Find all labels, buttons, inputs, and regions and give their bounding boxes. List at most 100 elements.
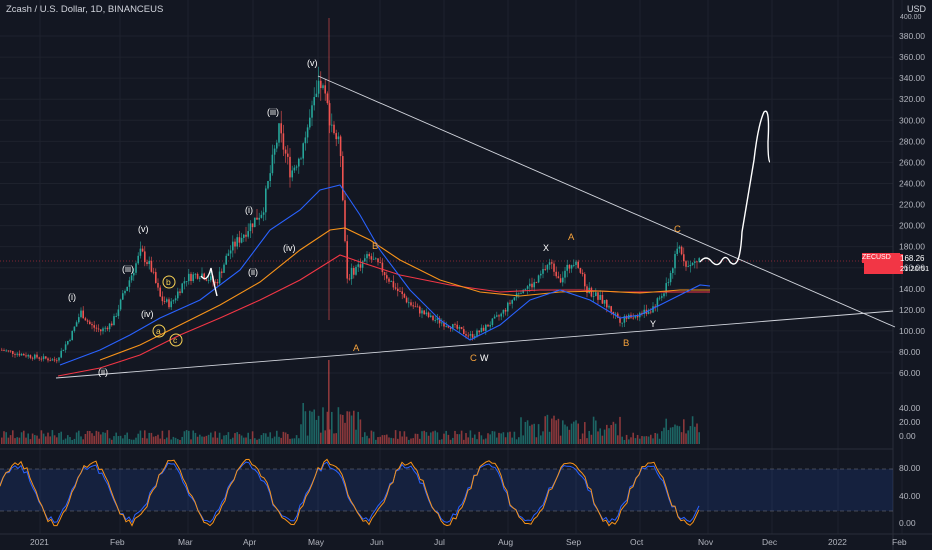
- upper-trendline: [317, 75, 896, 328]
- volume-bar: [632, 432, 634, 444]
- volume-bar: [133, 439, 135, 444]
- candle-body: [597, 292, 599, 300]
- volume-bar: [3, 431, 5, 444]
- volume-bar: [177, 439, 179, 444]
- candle-body: [172, 300, 175, 302]
- volume-bar: [282, 431, 285, 444]
- candle-body: [223, 264, 225, 273]
- current-price-tag[interactable]: ZECUSD 168.26 21:20:51: [862, 253, 929, 274]
- volume-bar: [364, 432, 366, 444]
- candle-body: [113, 316, 115, 326]
- candle-body: [502, 309, 505, 314]
- volume-bar: [447, 434, 450, 444]
- candle-body: [636, 315, 639, 318]
- candle-body: [372, 258, 375, 260]
- volume-bar: [663, 427, 665, 444]
- volume-bar: [194, 432, 197, 444]
- volume-bar: [421, 431, 423, 444]
- candle-body: [115, 315, 117, 317]
- candle-body: [542, 268, 544, 274]
- candle-body: [685, 261, 687, 267]
- volume-bar: [628, 439, 630, 444]
- candle-body: [60, 350, 62, 358]
- volume-bar: [471, 437, 474, 444]
- volume-bar: [672, 427, 674, 444]
- price-axis[interactable]: 380.00 360.00 340.00 320.00 300.00 280.00 260.…: [899, 31, 925, 528]
- candle-body: [267, 181, 269, 189]
- candle-body: [78, 317, 80, 323]
- candle-body: [557, 276, 560, 279]
- candle-body: [181, 283, 183, 293]
- volume-bar: [150, 432, 153, 444]
- candle-body: [619, 317, 621, 323]
- candle-body: [333, 124, 335, 134]
- volume-bar: [370, 430, 373, 444]
- candle-body: [166, 299, 168, 302]
- volume-bar: [610, 425, 612, 444]
- time-axis[interactable]: 2021 Feb Mar Apr May Jun Jul Aug Sep Oct Nov Dec 202…: [30, 537, 907, 547]
- volume-bar: [647, 436, 650, 444]
- candle-body: [421, 310, 423, 314]
- volume-bar: [1, 437, 3, 444]
- candle-body: [379, 262, 381, 264]
- volume-bar: [513, 431, 516, 444]
- candle-body: [291, 170, 293, 178]
- candle-body: [533, 282, 535, 288]
- volume-bar: [190, 439, 192, 444]
- candle-body: [155, 272, 157, 283]
- time-tick-label: Nov: [698, 537, 714, 547]
- candle-body: [280, 123, 282, 134]
- volume-bar: [581, 433, 584, 444]
- volume-bar: [135, 437, 137, 444]
- price-tick-label: 320.00: [899, 94, 925, 104]
- volume-bar: [540, 435, 542, 444]
- volume-bar: [500, 433, 502, 444]
- volume-bar: [414, 433, 417, 444]
- volume-bar: [491, 431, 494, 444]
- candle-body: [656, 298, 659, 307]
- candle-body: [590, 287, 593, 297]
- moving-average-fast: [59, 184, 711, 366]
- chart-title[interactable]: Zcash / U.S. Dollar, 1D, BINANCEUS: [6, 4, 164, 15]
- candle-body: [300, 158, 302, 160]
- candle-body: [491, 318, 494, 325]
- volume-bar: [144, 430, 146, 444]
- price-tick-label: 140.00: [899, 284, 925, 294]
- volume-bar: [480, 435, 483, 444]
- projection-drawing: [200, 110, 771, 297]
- volume-tick-label: 40.00: [899, 403, 921, 413]
- candle-body: [262, 212, 265, 215]
- candle-body: [108, 323, 111, 330]
- volume-bar: [298, 438, 300, 444]
- candle-body: [531, 283, 533, 288]
- candle-body: [465, 334, 467, 336]
- volume-bar: [423, 430, 425, 444]
- volume-bar: [64, 438, 67, 444]
- volume-bar: [229, 439, 232, 444]
- candle-body: [256, 217, 258, 220]
- volume-bar: [227, 432, 230, 444]
- volume-bar: [247, 432, 249, 444]
- candle-body: [225, 255, 227, 265]
- candle-body: [427, 312, 430, 318]
- candle-body: [608, 306, 610, 308]
- candle-body: [381, 262, 384, 273]
- candle-body: [353, 268, 355, 275]
- candle-body: [271, 154, 274, 174]
- currency-label[interactable]: USD: [906, 4, 926, 14]
- volume-bar: [698, 432, 700, 444]
- candle-body: [581, 272, 584, 275]
- candle-body: [441, 322, 443, 324]
- volume-bar: [639, 438, 641, 444]
- volume-bar: [641, 436, 643, 444]
- candle-body: [423, 310, 425, 315]
- volume-bar: [533, 423, 535, 444]
- candle-body: [320, 80, 322, 89]
- volume-bar: [401, 436, 403, 444]
- volume-bar: [449, 439, 452, 444]
- candle-body: [584, 274, 586, 287]
- candle-body: [476, 330, 478, 337]
- volume-bar: [570, 423, 573, 444]
- wave-label: X: [543, 243, 549, 253]
